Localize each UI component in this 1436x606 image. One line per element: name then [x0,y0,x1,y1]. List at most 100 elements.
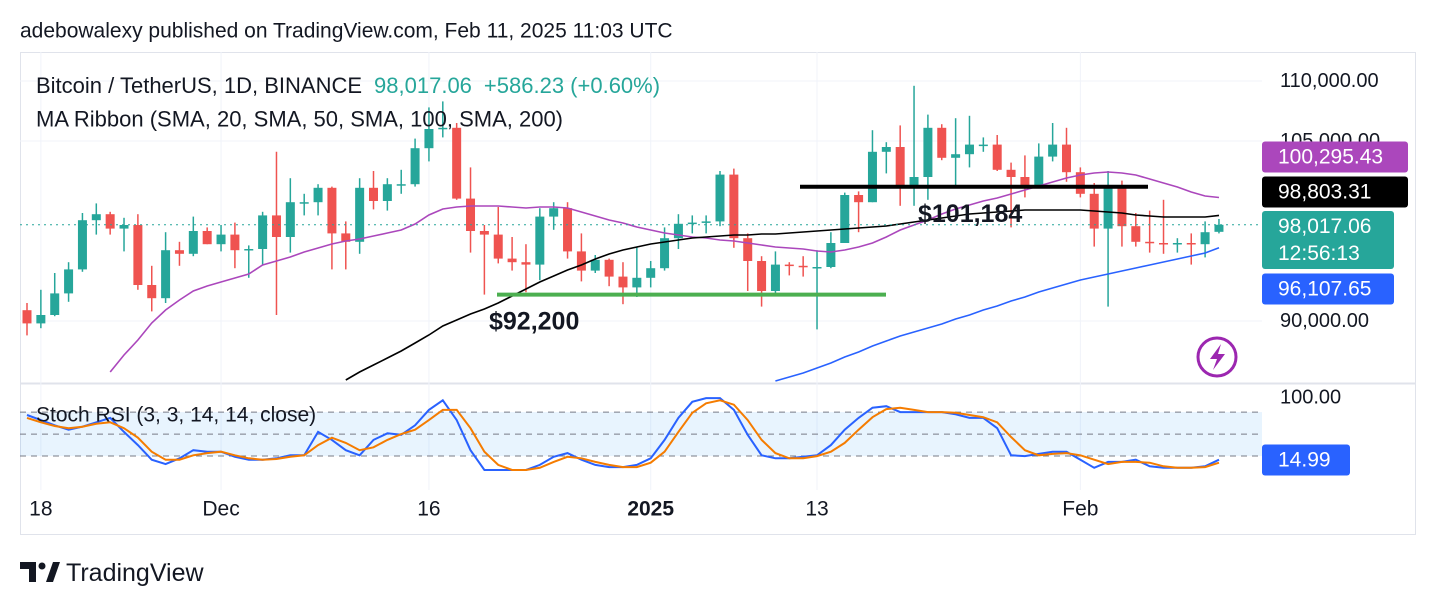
x-tick-label: 13 [805,498,828,521]
candle-body [174,250,184,254]
candle-body [1034,156,1044,186]
candle-body [1020,177,1030,186]
candle-body [812,266,822,269]
price-badge-label: 96,107.65 [1278,278,1371,301]
price-badge [1262,176,1408,208]
candle-body [202,230,212,245]
candle-body [382,184,392,202]
candle-body [299,202,309,204]
candle-body [951,154,961,158]
x-tick-label: Feb [1062,498,1098,521]
candle-body [119,224,129,229]
candle-body [757,260,767,291]
candle-body [895,147,905,188]
candle-body [36,314,46,324]
candle-body [549,208,559,217]
candle-body [687,222,697,225]
candle-body [909,177,919,188]
candle-body [1103,185,1113,229]
candle-body [854,195,864,203]
candle-body [1186,242,1196,245]
candle-body [216,234,226,245]
candle-body [964,144,974,155]
candle-body [77,220,87,270]
candle-body [1117,185,1127,227]
candle-body [978,144,988,147]
candle-body [133,224,143,285]
legend-price: 98,017.06 [374,73,472,98]
candle-body [410,148,420,185]
price-badge-label: 14.99 [1278,449,1331,472]
candle-body [327,187,337,234]
candle-body [1048,144,1058,157]
candle-body [1145,241,1155,244]
level-label: $92,200 [489,308,579,336]
candle-body [937,127,947,158]
price-badge [1262,444,1350,476]
price-badge-label: 100,295.43 [1278,146,1383,169]
candle-body [923,127,933,178]
x-tick-label: 2025 [627,498,674,521]
logo-slash [46,562,60,582]
moving-average [775,246,1220,382]
candle-body [673,223,683,239]
candle-body [424,129,434,149]
candle-body [188,230,198,254]
plot: $101,184 $92,200 [20,85,1262,471]
candle-body [701,221,711,223]
candle-body [313,187,323,203]
candle-body [369,187,378,202]
candle-body [466,198,476,231]
y-tick-label: 90,000.00 [1280,310,1369,332]
candle-body [285,202,295,237]
candle-body [1006,169,1016,178]
oscillator-tick-label: 100.00 [1280,386,1341,408]
legend: Bitcoin / TetherUS, 1D, BINANCE 98,017.06… [36,73,660,427]
candle-body [493,234,503,259]
candle-body [784,264,794,267]
candle-body [867,151,877,203]
candle-body [271,215,281,237]
candle-body [1075,172,1085,194]
candle-body [1131,226,1141,242]
symbol-legend: Bitcoin / TetherUS, 1D, BINANCE 98,017.06… [36,73,660,98]
candle-body [840,195,850,243]
candle-body [715,174,725,222]
candle-body [91,214,101,221]
logo-dot [38,562,46,570]
candle-body [743,238,753,261]
candle-body [341,233,351,242]
candle-body [646,268,656,278]
candle-body [50,293,60,315]
candle-body [632,277,642,288]
price-badge [1262,211,1394,269]
candle-body [230,234,240,251]
candle-body [770,264,780,291]
candle-body [535,216,545,265]
candle-body [1200,232,1210,245]
price-badge-label: 12:56:13 [1278,242,1360,265]
header: adebowalexy published on TradingView.com… [20,20,673,43]
candle-body [1214,224,1224,232]
footer: TradingView [66,559,205,587]
symbol-title: Bitcoin / TetherUS, 1D, BINANCE [36,73,362,98]
x-tick-label: Dec [202,498,239,521]
candle-body [258,215,268,249]
candle-body [507,258,517,263]
candle-body [105,214,115,229]
candle-body [604,259,614,277]
candle-body [590,259,600,271]
candle-body [161,250,171,299]
candle-body [660,238,670,269]
candle-body [452,127,462,199]
candle-body [618,276,628,288]
candle-body [22,310,32,324]
alert-bolt [1210,344,1225,370]
moving-average [345,209,1220,381]
candle-body [396,184,406,186]
oscillator-legend: Stoch RSI (3, 3, 14, 14, close) [36,404,316,427]
price-badge [1262,273,1394,305]
candle-body [438,127,448,130]
candle-body [521,262,531,265]
indicator-legend: MA Ribbon (SMA, 20, SMA, 50, SMA, 100, S… [36,107,563,132]
